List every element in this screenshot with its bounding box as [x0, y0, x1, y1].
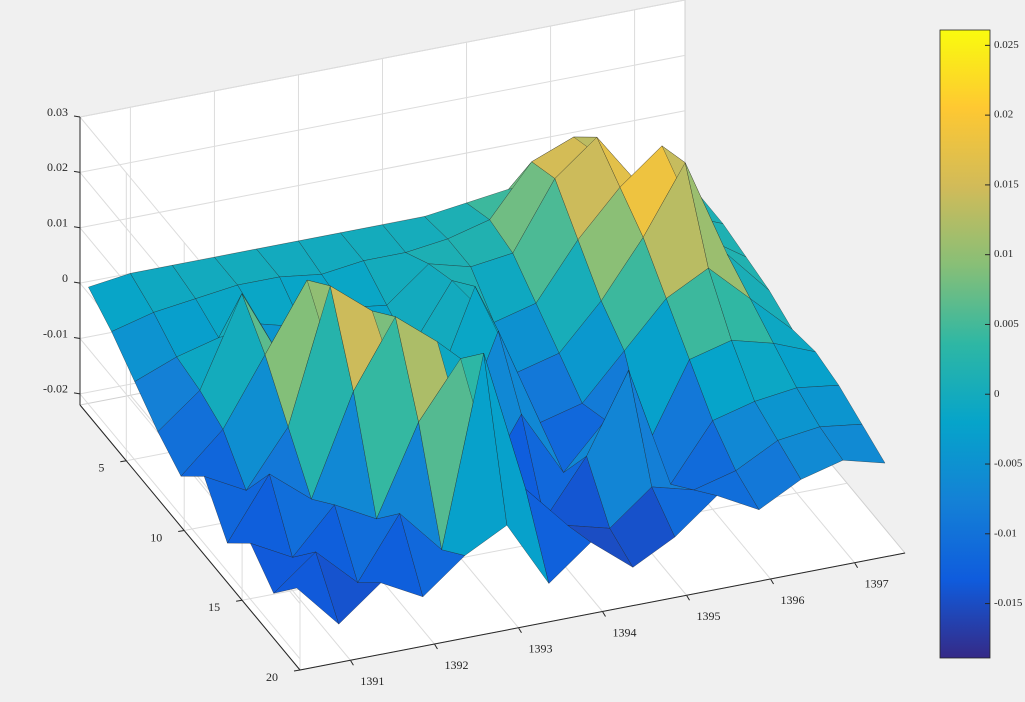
grid-line [79, 54, 686, 173]
tick-mark [178, 530, 185, 533]
z-tick-label: 0.02 [47, 160, 68, 174]
tick-mark [73, 281, 81, 284]
surface-patch [819, 423, 886, 464]
x-tick-label: 1394 [613, 625, 637, 639]
tick-mark [73, 226, 81, 229]
tick-mark [686, 594, 690, 601]
grid-line [79, 393, 301, 660]
tick-mark [236, 599, 243, 602]
z-tick-label: 0.01 [47, 216, 68, 230]
tick-mark [73, 115, 81, 118]
x-tick-label: 1395 [697, 609, 721, 623]
tick-mark [434, 643, 438, 650]
tick-mark [602, 611, 606, 617]
colorbar-tick-label: 0.025 [994, 39, 1019, 51]
tick-mark [349, 659, 354, 666]
axis-line [299, 552, 906, 671]
colorbar-tick-label: -0.005 [994, 458, 1023, 470]
z-tick-label: 0 [62, 271, 68, 285]
colorbar-tick-label: 0.02 [994, 109, 1013, 121]
z-tick-label: 0.03 [47, 105, 68, 119]
x-tick-label: 1392 [444, 658, 468, 672]
colorbar-tick-label: 0.015 [994, 178, 1019, 190]
axis-line [79, 404, 301, 671]
tick-mark [73, 337, 81, 340]
x-tick-label: 1396 [781, 593, 805, 607]
y-tick-label: 5 [98, 461, 104, 475]
grid-line [79, 110, 686, 229]
tick-mark [854, 562, 859, 569]
colorbar-tick-label: 0.005 [994, 318, 1019, 330]
grid-line [79, 0, 686, 118]
tick-mark [518, 627, 522, 634]
tick-mark [120, 460, 127, 463]
x-tick-label: 1391 [360, 674, 384, 688]
z-tick-label: -0.01 [43, 326, 68, 340]
y-tick-label: 15 [208, 600, 220, 614]
tick-mark [293, 669, 301, 672]
x-tick-label: 1393 [528, 642, 552, 656]
colorbar-tick-label: -0.015 [994, 597, 1023, 609]
y-tick-label: 20 [266, 670, 278, 684]
colorbar-tick-label: 0.01 [994, 248, 1013, 260]
x-tick-label: 1397 [865, 577, 889, 591]
tick-mark [770, 578, 774, 585]
z-tick-label: -0.02 [43, 382, 68, 396]
y-tick-label: 10 [150, 530, 162, 544]
colorbar-tick-label: -0.01 [994, 527, 1017, 539]
tick-mark [73, 392, 81, 395]
colorbar [939, 29, 991, 659]
colorbar-tick-label: 0 [994, 388, 1000, 400]
tick-mark [73, 170, 81, 173]
